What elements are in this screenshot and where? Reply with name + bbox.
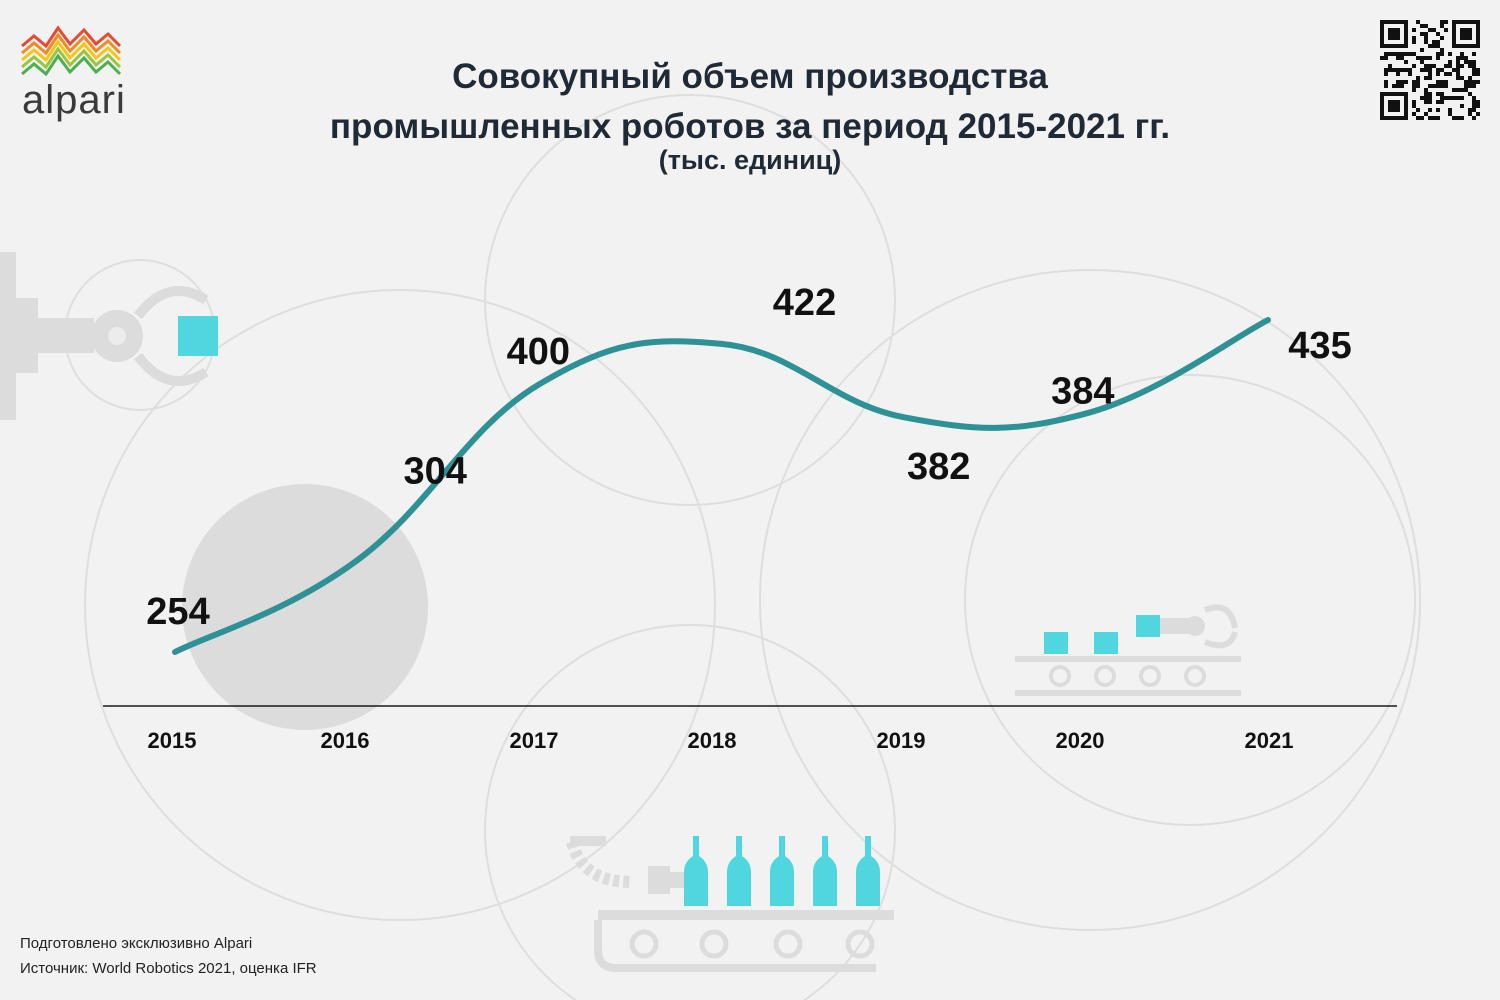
data-label-2019: 382 [907, 446, 970, 488]
footer-source: Источник: World Robotics 2021, оценка IF… [20, 960, 317, 977]
background-decoration [64, 94, 1421, 1000]
data-labels: 254 304 400 422 382 384 435 [146, 282, 1351, 633]
x-tick-2020: 2020 [1056, 728, 1105, 753]
x-tick-2019: 2019 [877, 728, 926, 753]
bg-circle-right-large [759, 269, 1421, 931]
bg-circle-filled [182, 484, 428, 730]
logo-stripe [21, 25, 122, 49]
logo-stripe [21, 39, 122, 63]
footer-prepared: Подготовлено эксклюзивно Alpari [20, 935, 253, 952]
chart-title-line1: Совокупный объем производства [452, 57, 1048, 96]
data-label-2015: 254 [146, 591, 209, 633]
series-line [172, 317, 1271, 655]
qr-code-icon [1380, 20, 1480, 120]
x-tick-2015: 2015 [148, 728, 197, 753]
bg-circle-top [484, 94, 896, 506]
chart-title: Совокупный объем производства промышленн… [0, 52, 1500, 152]
data-label-2020: 384 [1051, 371, 1114, 413]
chart-subtitle: (тыс. единиц) [658, 145, 842, 175]
logo-stripe [21, 46, 122, 70]
x-tick-labels: 2015 2016 2017 2018 2019 2020 2021 [148, 728, 1294, 753]
data-label-2016: 304 [403, 450, 466, 492]
logo-stripe [21, 32, 122, 56]
bg-circle-right [964, 374, 1416, 826]
logo-stripe [21, 53, 122, 77]
data-label-2021: 435 [1288, 325, 1351, 367]
alpari-logo-text: alpari [22, 78, 126, 122]
data-label-2018: 422 [773, 282, 836, 324]
bg-circle-large-left [84, 289, 716, 921]
chart-title-line2: промышленных роботов за период 2015-2021… [329, 107, 1171, 146]
alpari-logo-mark [21, 25, 122, 77]
x-tick-2021: 2021 [1245, 728, 1294, 753]
x-tick-2018: 2018 [688, 728, 737, 753]
x-tick-2016: 2016 [321, 728, 370, 753]
x-tick-2017: 2017 [510, 728, 559, 753]
bg-circle-bottom [484, 624, 896, 1000]
conveyor-icon [1015, 604, 1241, 696]
robot-arm-icon [0, 252, 218, 420]
bottle-conveyor-icon [566, 836, 894, 972]
data-label-2017: 400 [507, 331, 570, 373]
